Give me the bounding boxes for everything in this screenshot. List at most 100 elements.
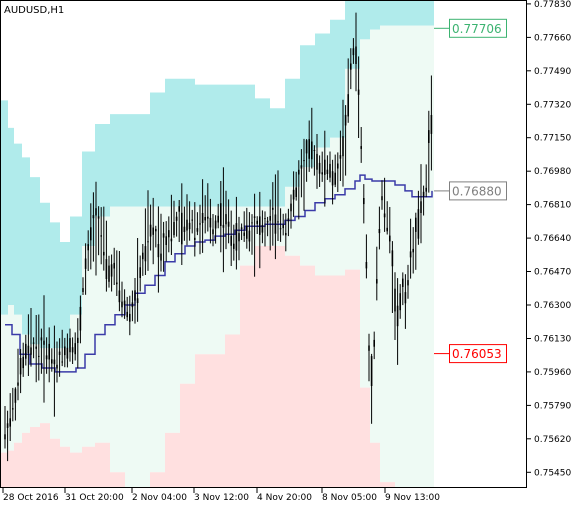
y-tick-label: 0.77830 bbox=[534, 0, 571, 10]
candle bbox=[391, 241, 394, 313]
candle bbox=[220, 181, 222, 253]
candle bbox=[412, 227, 414, 274]
candle bbox=[165, 221, 167, 262]
candle bbox=[12, 387, 14, 422]
candle bbox=[64, 337, 66, 368]
y-tick-label: 0.75450 bbox=[534, 468, 571, 478]
candle bbox=[399, 284, 401, 319]
candle bbox=[194, 202, 196, 257]
level-label-lower: 0.76053 bbox=[452, 347, 502, 361]
candle bbox=[329, 151, 331, 183]
candle bbox=[181, 183, 183, 265]
candle bbox=[199, 204, 201, 255]
candle bbox=[389, 207, 391, 254]
candle bbox=[396, 278, 399, 365]
candle bbox=[217, 203, 219, 229]
candle bbox=[168, 216, 170, 253]
candle bbox=[269, 199, 271, 251]
candle bbox=[162, 221, 165, 272]
candle bbox=[69, 328, 71, 362]
candle bbox=[97, 206, 100, 256]
candle bbox=[363, 184, 365, 224]
candle bbox=[381, 180, 383, 210]
candle bbox=[386, 201, 388, 235]
candle bbox=[402, 272, 404, 306]
candle bbox=[201, 179, 204, 253]
level-box-middle bbox=[449, 181, 507, 201]
candle bbox=[376, 246, 378, 301]
candle bbox=[378, 206, 381, 250]
candle bbox=[207, 183, 209, 232]
candle bbox=[225, 190, 227, 250]
candle bbox=[287, 208, 290, 237]
candle bbox=[40, 328, 43, 374]
candle bbox=[53, 325, 56, 417]
candle bbox=[409, 218, 412, 279]
candle bbox=[25, 334, 27, 366]
candle bbox=[370, 353, 373, 424]
candle bbox=[178, 200, 180, 242]
candle bbox=[77, 318, 79, 369]
candle bbox=[308, 120, 310, 172]
candle bbox=[108, 255, 110, 288]
y-tick-label: 0.77490 bbox=[534, 67, 571, 77]
moving-average-line bbox=[5, 174, 433, 373]
candle bbox=[240, 223, 243, 240]
candle bbox=[35, 315, 37, 383]
bands-group bbox=[0, 0, 434, 488]
candle bbox=[352, 38, 355, 64]
x-tick-label: 31 Oct 20:00 bbox=[65, 493, 124, 503]
candle bbox=[425, 164, 427, 198]
candle bbox=[243, 211, 245, 242]
candle bbox=[51, 348, 53, 372]
x-tick-label: 4 Nov 20:00 bbox=[257, 493, 312, 503]
candle bbox=[188, 201, 191, 241]
y-tick-label: 0.76810 bbox=[534, 201, 571, 211]
lower-band bbox=[0, 246, 434, 488]
y-axis: 0.77830 0.77660 0.77490 0.77320 0.77150 0.769… bbox=[527, 0, 571, 478]
candle bbox=[428, 110, 430, 193]
candle bbox=[222, 167, 225, 273]
candle bbox=[14, 387, 17, 421]
candle bbox=[6, 410, 9, 462]
y-tick-label: 0.76470 bbox=[534, 268, 571, 278]
middle-band bbox=[0, 25, 434, 488]
candle bbox=[233, 224, 235, 261]
upper-band bbox=[0, 0, 434, 349]
y-tick-label: 0.77150 bbox=[534, 134, 571, 144]
candle bbox=[139, 255, 141, 292]
candle bbox=[292, 171, 295, 217]
candle bbox=[285, 213, 287, 252]
candle bbox=[32, 337, 35, 359]
candle bbox=[321, 151, 323, 182]
candle bbox=[48, 327, 50, 383]
level-label-upper: 0.77706 bbox=[452, 22, 502, 36]
candle bbox=[274, 174, 277, 260]
candle bbox=[191, 209, 193, 234]
candle bbox=[261, 210, 264, 244]
price-levels: 0.77706 0.76880 0.76053 bbox=[434, 18, 507, 364]
candle bbox=[87, 230, 89, 271]
candle bbox=[71, 337, 74, 364]
candle bbox=[152, 197, 154, 265]
candles-group bbox=[4, 12, 433, 462]
candle bbox=[394, 272, 396, 340]
plot-frame bbox=[0, 0, 527, 488]
candle bbox=[175, 211, 178, 237]
candle bbox=[355, 12, 357, 92]
candle bbox=[56, 341, 58, 383]
candle bbox=[248, 212, 251, 252]
candle bbox=[45, 337, 48, 374]
candle bbox=[383, 177, 386, 232]
candle bbox=[246, 207, 248, 249]
candle bbox=[347, 58, 349, 123]
candle bbox=[251, 214, 253, 255]
candle bbox=[407, 264, 409, 299]
candle bbox=[279, 208, 282, 242]
candle bbox=[259, 191, 261, 269]
y-tick-label: 0.76640 bbox=[534, 234, 571, 244]
candle bbox=[155, 225, 157, 248]
candle bbox=[415, 212, 417, 270]
candle bbox=[214, 215, 217, 244]
